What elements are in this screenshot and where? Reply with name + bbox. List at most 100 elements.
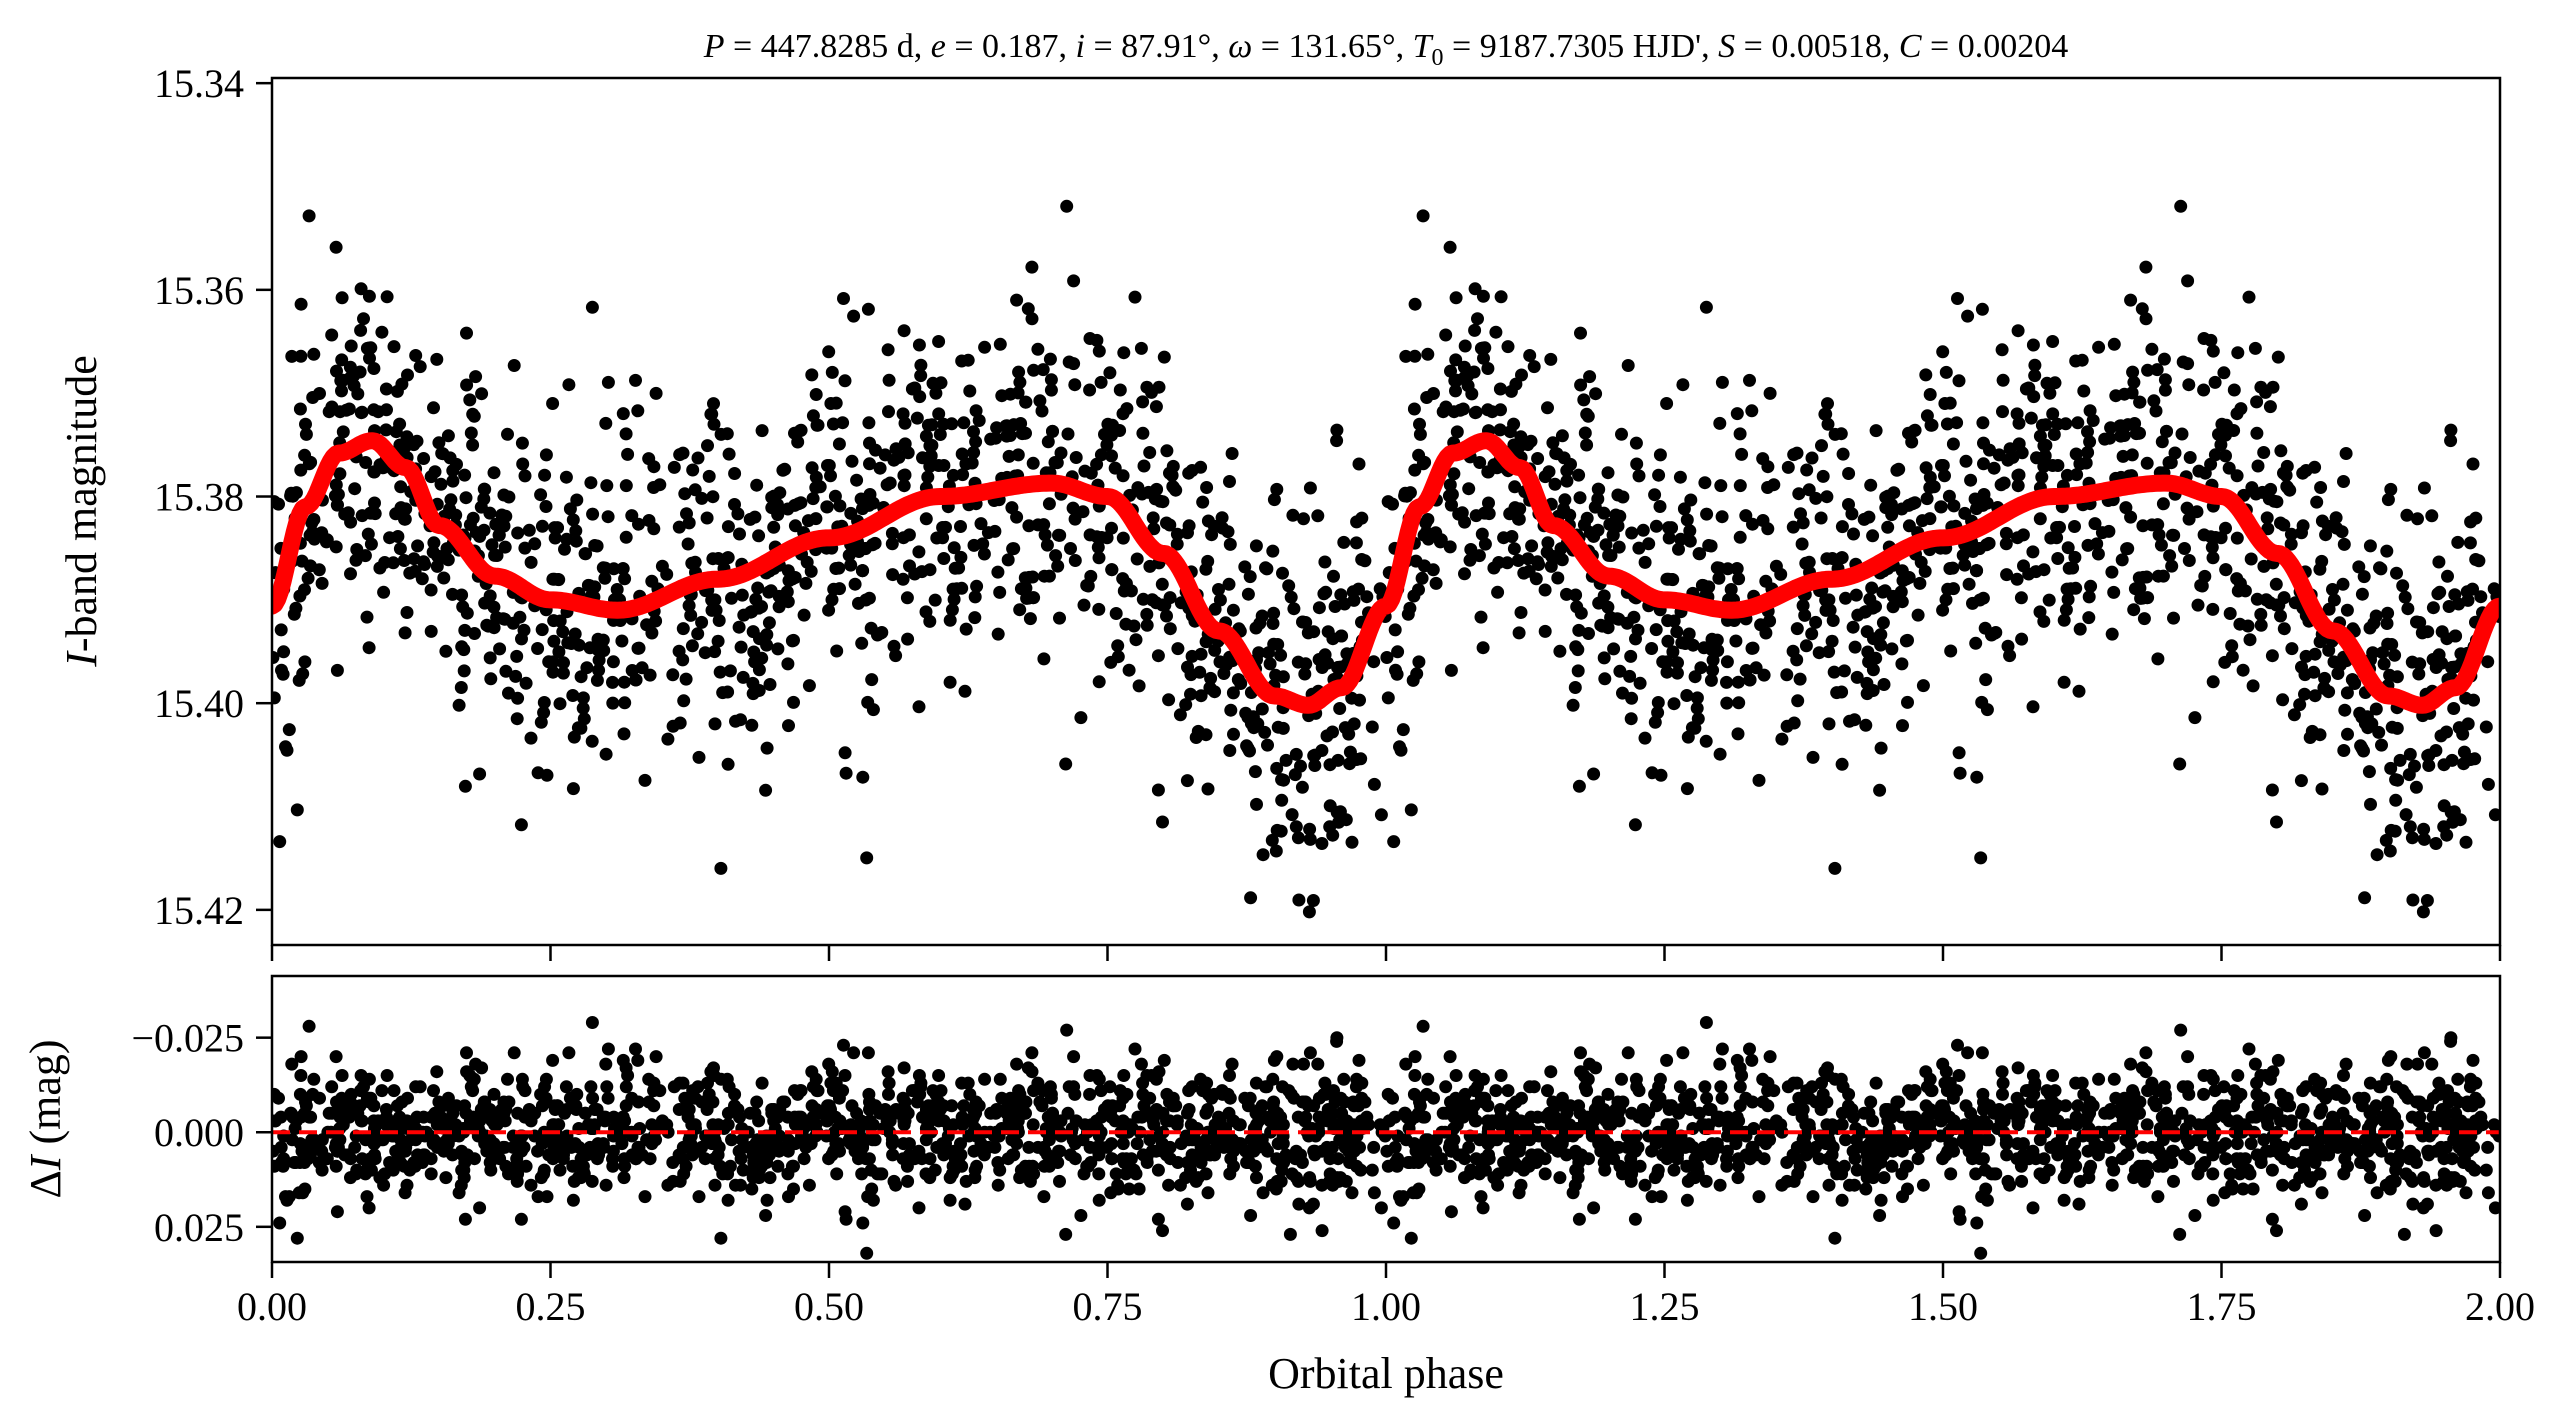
residual-point: [1826, 1148, 1839, 1161]
observation-point: [2266, 649, 2279, 662]
observation-point: [1739, 509, 1752, 522]
observation-point: [1654, 500, 1667, 513]
observation-point: [2046, 335, 2059, 348]
observation-point: [2316, 783, 2329, 796]
residual-point: [2176, 1107, 2189, 1120]
observation-point: [1732, 676, 1745, 689]
residual-point: [321, 1152, 334, 1165]
observation-point: [1223, 578, 1236, 591]
residual-point: [749, 1137, 762, 1150]
observation-point: [767, 521, 780, 534]
observation-point: [347, 369, 360, 382]
residual-point: [1353, 1054, 1366, 1067]
residual-point: [992, 1179, 1005, 1192]
observation-point: [393, 418, 406, 431]
observation-point: [1787, 448, 1800, 461]
observation-point: [963, 385, 976, 398]
observation-point: [1053, 612, 1066, 625]
observation-point: [551, 521, 564, 534]
residual-point: [1105, 1111, 1118, 1124]
residual-point: [515, 1213, 528, 1226]
observation-point: [844, 559, 857, 572]
observation-point: [2337, 475, 2350, 488]
observation-point: [1615, 428, 1628, 441]
observation-point: [2376, 646, 2389, 659]
residual-point: [1006, 1148, 1019, 1161]
observation-point: [776, 464, 789, 477]
residual-point: [798, 1152, 811, 1165]
observation-point: [1104, 656, 1117, 669]
observation-point: [1194, 461, 1207, 474]
observation-point: [350, 554, 363, 567]
observation-point: [460, 491, 473, 504]
observation-point: [2237, 664, 2250, 677]
observation-point: [1912, 609, 1925, 622]
residual-point: [401, 1092, 414, 1105]
residual-point: [1330, 1035, 1343, 1048]
residual-point: [1976, 1046, 1989, 1059]
observation-point: [1549, 447, 1562, 460]
observation-point: [363, 352, 376, 365]
residual-point: [1634, 1160, 1647, 1173]
residual-point: [643, 1096, 656, 1109]
observation-point: [1098, 428, 1111, 441]
residual-point: [1022, 1061, 1035, 1074]
observation-point: [899, 417, 912, 430]
observation-point: [1491, 586, 1504, 599]
residual-point: [425, 1167, 438, 1180]
observation-point: [1583, 370, 1596, 383]
observation-point: [615, 635, 628, 648]
observation-point: [1402, 608, 1415, 621]
observation-point: [794, 424, 807, 437]
residual-point: [1450, 1069, 1463, 1082]
residual-point: [1875, 1194, 1888, 1207]
observation-point: [2069, 355, 2082, 368]
observation-point: [2270, 816, 2283, 829]
residual-point: [1870, 1077, 1883, 1090]
observation-point: [621, 448, 634, 461]
observation-point: [1577, 393, 1590, 406]
observation-point: [2197, 384, 2210, 397]
observation-point: [2192, 599, 2205, 612]
observation-point: [538, 469, 551, 482]
observation-point: [475, 501, 488, 514]
residual-point: [1996, 1088, 2009, 1101]
observation-point: [2272, 599, 2285, 612]
observation-point: [560, 471, 573, 484]
observation-point: [1680, 689, 1693, 702]
residual-point: [2104, 1103, 2117, 1116]
observation-point: [1481, 465, 1494, 478]
observation-point: [1302, 626, 1315, 639]
residual-point: [1060, 1024, 1073, 1037]
observation-point: [519, 469, 532, 482]
observation-point: [2183, 554, 2196, 567]
observation-point: [1729, 635, 1742, 648]
observation-point: [1284, 973, 1297, 986]
observation-point: [2427, 653, 2440, 666]
observation-point: [291, 803, 304, 816]
observation-point: [865, 673, 878, 686]
residual-point: [1409, 1050, 1422, 1063]
residual-point: [1318, 1077, 1331, 1090]
observation-point: [1633, 469, 1646, 482]
residual-point: [1311, 1058, 1324, 1071]
observation-point: [1602, 466, 1615, 479]
observation-point: [300, 428, 313, 441]
observation-point: [701, 439, 714, 452]
observation-point: [2092, 548, 2105, 561]
observation-point: [955, 355, 968, 368]
residual-point: [1201, 1103, 1214, 1116]
observation-point: [1901, 634, 1914, 647]
observation-point: [1782, 461, 1795, 474]
observation-point: [1220, 658, 1233, 671]
residual-point: [480, 1145, 493, 1158]
observation-point: [830, 645, 843, 658]
observation-point: [1103, 366, 1116, 379]
observation-point: [1146, 593, 1159, 606]
observation-point: [1093, 551, 1106, 564]
residual-point: [703, 1088, 716, 1101]
observation-point: [1943, 562, 1956, 575]
observation-point: [856, 502, 869, 515]
observation-point: [2167, 612, 2180, 625]
observation-point: [1093, 345, 1106, 358]
